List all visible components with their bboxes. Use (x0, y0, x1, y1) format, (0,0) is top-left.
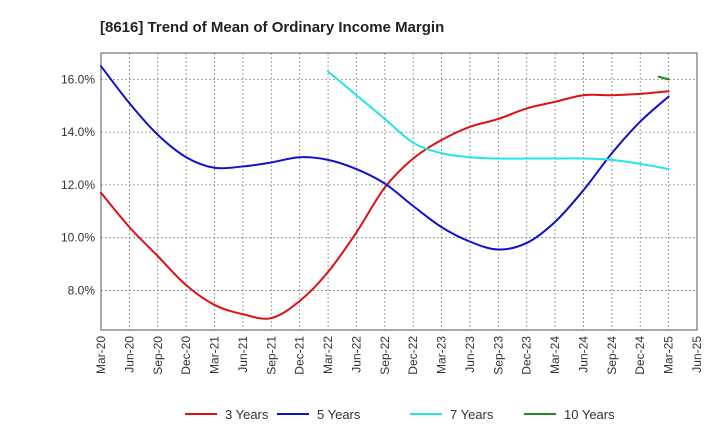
series-line-7-years (327, 70, 670, 171)
x-tick-label: Mar-24 (548, 336, 562, 374)
x-tick-label: Dec-24 (633, 336, 647, 375)
x-tick-label: Sep-20 (151, 336, 165, 375)
x-tick-label: Sep-23 (491, 336, 505, 375)
y-tick-label: 12.0% (61, 178, 95, 192)
x-tick-label: Jun-20 (122, 336, 136, 373)
x-axis: Mar-20 Jun-20 Sep-20 Dec-20 Mar-21 Jun-21 Sep-… (94, 336, 704, 375)
legend-label-5-years: 5 Years (317, 407, 361, 422)
y-tick-label: 10.0% (61, 231, 95, 245)
x-tick-label: Dec-21 (293, 336, 307, 375)
x-tick-label: Sep-24 (605, 336, 619, 375)
series-line-10-years (657, 75, 670, 81)
x-tick-label: Mar-25 (662, 336, 676, 374)
y-tick-label: 14.0% (61, 125, 95, 139)
series-lines (100, 65, 670, 320)
x-tick-label: Dec-23 (520, 336, 534, 375)
x-tick-label: Jun-25 (690, 336, 704, 373)
x-tick-label: Sep-21 (264, 336, 278, 375)
x-tick-label: Sep-22 (378, 336, 392, 375)
legend-label-3-years: 3 Years (225, 407, 269, 422)
x-tick-label: Dec-20 (179, 336, 193, 375)
x-tick-label: Jun-23 (463, 336, 477, 373)
legend-label-7-years: 7 Years (450, 407, 494, 422)
plot-area (100, 52, 698, 331)
legend-label-10-years: 10 Years (564, 407, 615, 422)
y-axis: 8.0% 10.0% 12.0% 14.0% 16.0% (61, 72, 95, 297)
x-tick-label: Dec-22 (406, 336, 420, 375)
y-tick-label: 16.0% (61, 72, 95, 86)
x-tick-label: Jun-21 (236, 336, 250, 373)
x-tick-label: Jun-22 (349, 336, 363, 373)
y-tick-label: 8.0% (68, 283, 96, 297)
x-tick-label: Mar-22 (321, 336, 335, 374)
series-line-3-years (100, 90, 670, 320)
legend: 3 Years 5 Years 7 Years 10 Years (185, 407, 615, 422)
series-line-5-years (100, 65, 670, 251)
chart-title: [8616] Trend of Mean of Ordinary Income … (100, 19, 444, 36)
x-tick-label: Mar-20 (94, 336, 108, 374)
x-tick-label: Mar-23 (435, 336, 449, 374)
x-tick-label: Jun-24 (576, 336, 590, 373)
x-tick-label: Mar-21 (208, 336, 222, 374)
